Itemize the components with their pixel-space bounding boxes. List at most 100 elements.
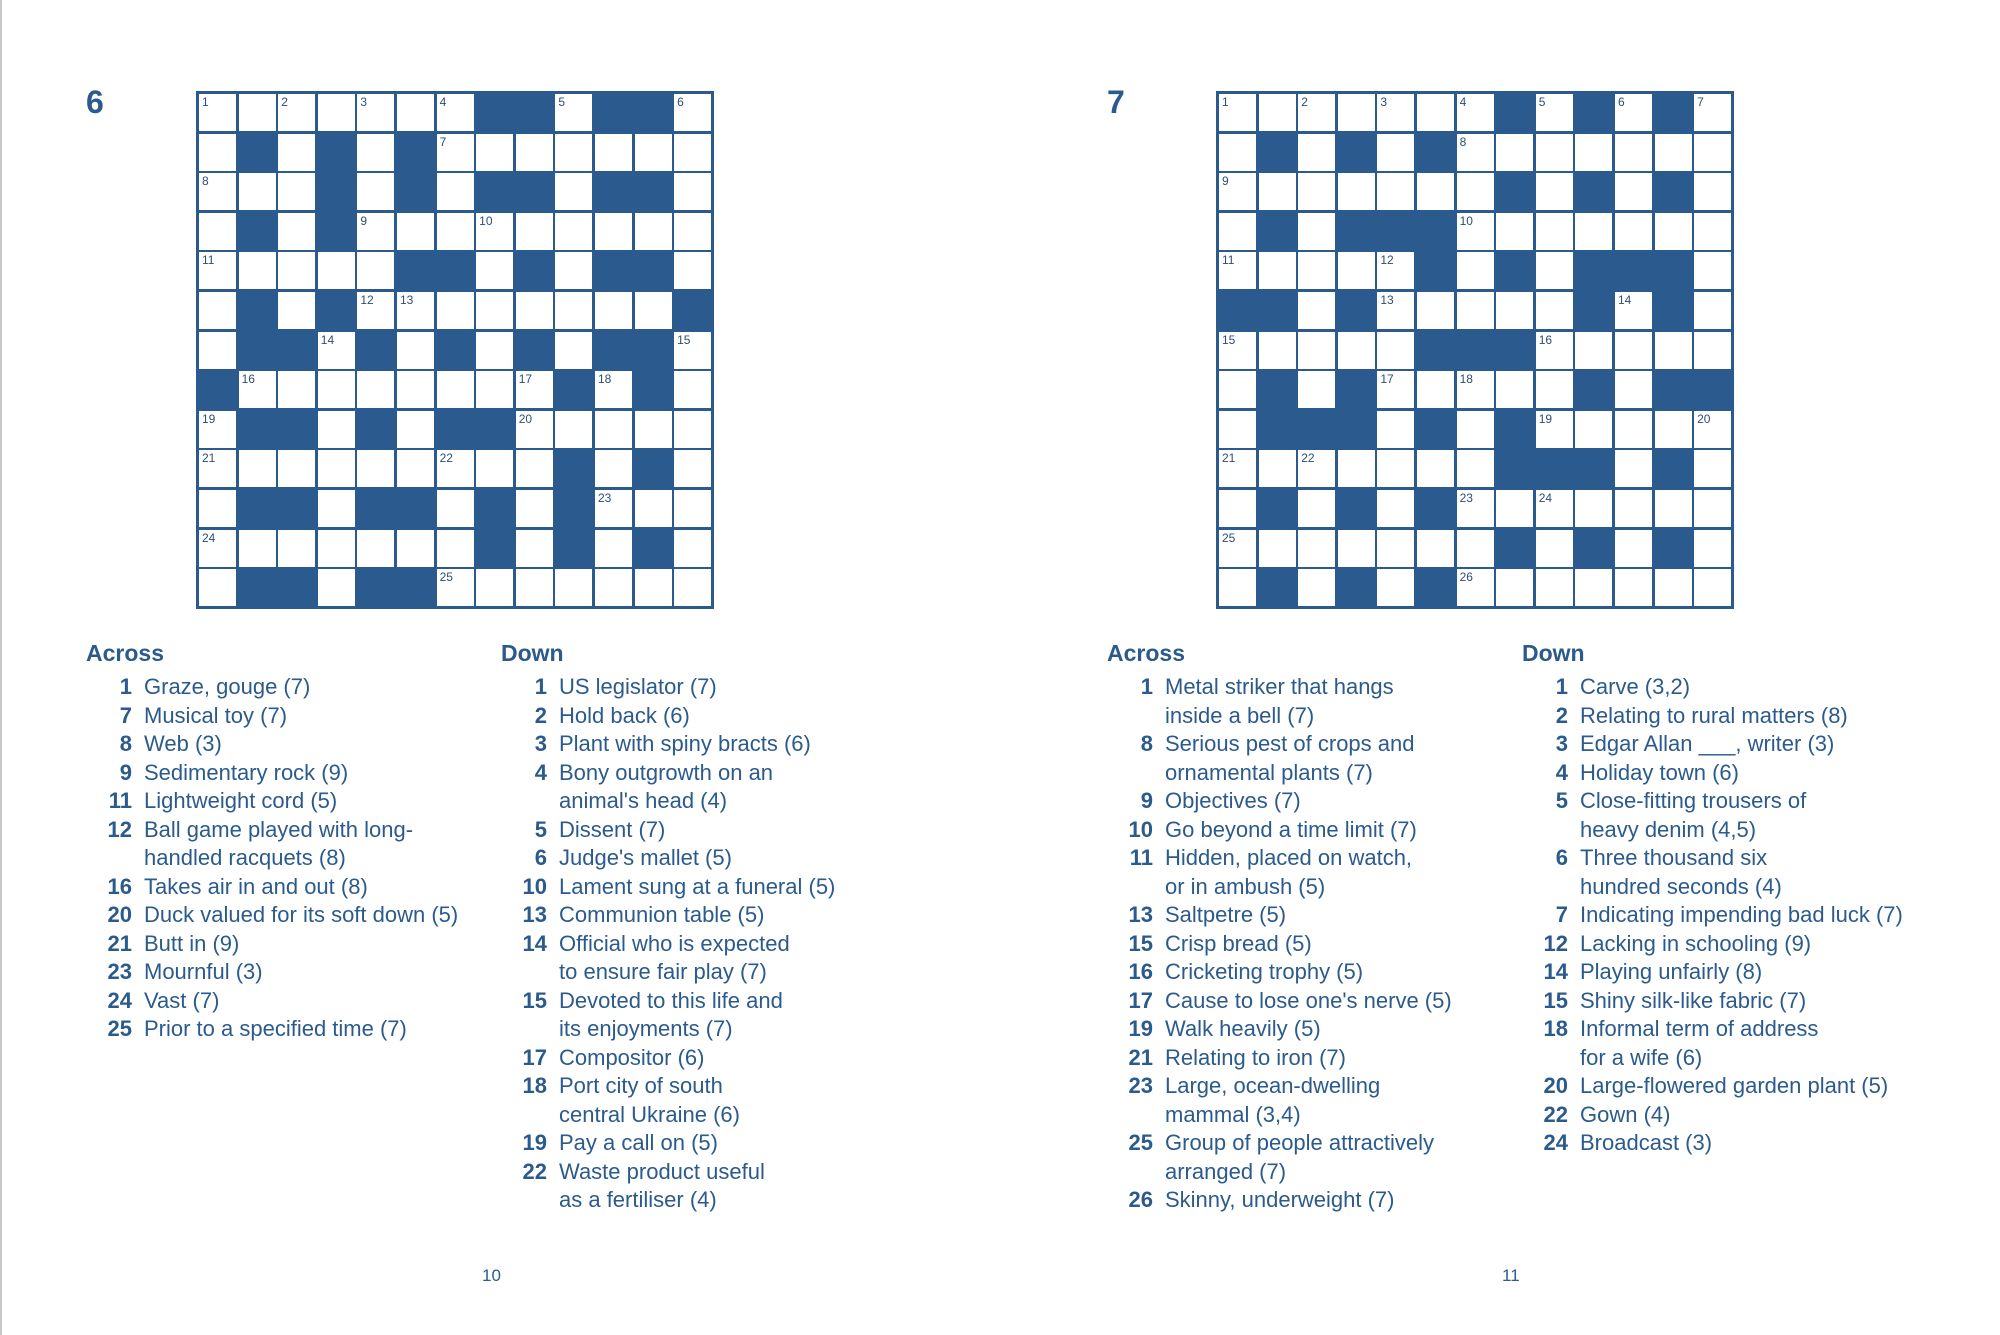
grid-cell[interactable] bbox=[199, 489, 236, 527]
grid-cell[interactable] bbox=[1298, 173, 1336, 211]
grid-cell[interactable] bbox=[199, 291, 236, 329]
grid-cell[interactable] bbox=[1219, 410, 1256, 448]
grid-cell[interactable] bbox=[278, 252, 316, 290]
grid-cell[interactable] bbox=[1337, 252, 1375, 290]
grid-cell[interactable] bbox=[555, 569, 593, 607]
grid-cell[interactable] bbox=[515, 489, 553, 527]
grid-cell[interactable] bbox=[476, 291, 514, 329]
grid-cell[interactable]: 20 bbox=[1694, 410, 1732, 448]
grid-cell[interactable] bbox=[594, 450, 632, 488]
grid-cell[interactable] bbox=[1575, 133, 1613, 171]
grid-cell[interactable]: 16 bbox=[238, 371, 276, 409]
grid-cell[interactable] bbox=[1535, 173, 1573, 211]
grid-cell[interactable]: 23 bbox=[1456, 489, 1494, 527]
grid-cell[interactable]: 19 bbox=[199, 410, 236, 448]
grid-cell[interactable] bbox=[1694, 252, 1732, 290]
grid-cell[interactable] bbox=[515, 133, 553, 171]
grid-cell[interactable] bbox=[634, 133, 672, 171]
grid-cell[interactable] bbox=[317, 94, 355, 131]
grid-cell[interactable] bbox=[1219, 489, 1256, 527]
grid-cell[interactable] bbox=[1575, 212, 1613, 250]
grid-cell[interactable] bbox=[1694, 331, 1732, 369]
grid-cell[interactable] bbox=[396, 529, 434, 567]
grid-cell[interactable] bbox=[1614, 331, 1652, 369]
grid-cell[interactable] bbox=[1298, 371, 1336, 409]
grid-cell[interactable] bbox=[1614, 529, 1652, 567]
grid-cell[interactable] bbox=[278, 371, 316, 409]
grid-cell[interactable] bbox=[594, 529, 632, 567]
crossword-grid[interactable]: 1 2 3 4 5 6 7 8 9 10 11 12 13 14 15 16 17 18 19 20 21 22 23 24 2… bbox=[196, 91, 715, 610]
grid-cell[interactable] bbox=[238, 252, 276, 290]
grid-cell[interactable] bbox=[317, 529, 355, 567]
grid-cell[interactable]: 16 bbox=[1535, 331, 1573, 369]
grid-cell[interactable]: 11 bbox=[1219, 252, 1256, 290]
grid-cell[interactable]: 20 bbox=[515, 410, 553, 448]
grid-cell[interactable] bbox=[674, 133, 712, 171]
grid-cell[interactable] bbox=[1377, 489, 1415, 527]
grid-cell[interactable] bbox=[476, 569, 514, 607]
grid-cell[interactable] bbox=[1337, 529, 1375, 567]
grid-cell[interactable] bbox=[317, 371, 355, 409]
grid-cell[interactable]: 2 bbox=[1298, 94, 1336, 131]
grid-cell[interactable] bbox=[1575, 331, 1613, 369]
grid-cell[interactable] bbox=[1416, 529, 1454, 567]
grid-cell[interactable] bbox=[634, 410, 672, 448]
grid-cell[interactable] bbox=[1377, 529, 1415, 567]
grid-cell[interactable]: 18 bbox=[1456, 371, 1494, 409]
grid-cell[interactable] bbox=[674, 173, 712, 211]
grid-cell[interactable]: 14 bbox=[317, 331, 355, 369]
grid-cell[interactable]: 9 bbox=[357, 212, 395, 250]
grid-cell[interactable] bbox=[1614, 212, 1652, 250]
grid-cell[interactable] bbox=[436, 291, 474, 329]
grid-cell[interactable] bbox=[1456, 252, 1494, 290]
grid-cell[interactable] bbox=[674, 212, 712, 250]
grid-cell[interactable] bbox=[1496, 133, 1534, 171]
grid-cell[interactable] bbox=[1416, 94, 1454, 131]
grid-cell[interactable]: 7 bbox=[436, 133, 474, 171]
grid-cell[interactable] bbox=[1535, 371, 1573, 409]
grid-cell[interactable]: 15 bbox=[1219, 331, 1256, 369]
grid-cell[interactable] bbox=[1694, 291, 1732, 329]
grid-cell[interactable] bbox=[1219, 212, 1256, 250]
grid-cell[interactable]: 17 bbox=[1377, 371, 1415, 409]
grid-cell[interactable]: 24 bbox=[1535, 489, 1573, 527]
grid-cell[interactable] bbox=[1377, 410, 1415, 448]
grid-cell[interactable] bbox=[476, 450, 514, 488]
grid-cell[interactable] bbox=[634, 212, 672, 250]
grid-cell[interactable] bbox=[594, 212, 632, 250]
grid-cell[interactable] bbox=[1258, 529, 1296, 567]
grid-cell[interactable] bbox=[1377, 133, 1415, 171]
grid-cell[interactable] bbox=[1654, 331, 1692, 369]
grid-cell[interactable]: 22 bbox=[436, 450, 474, 488]
grid-cell[interactable] bbox=[436, 212, 474, 250]
grid-cell[interactable] bbox=[1337, 331, 1375, 369]
grid-cell[interactable] bbox=[1496, 569, 1534, 607]
grid-cell[interactable] bbox=[1298, 529, 1336, 567]
grid-cell[interactable]: 21 bbox=[199, 450, 236, 488]
grid-cell[interactable] bbox=[1654, 410, 1692, 448]
grid-cell[interactable] bbox=[1654, 569, 1692, 607]
grid-cell[interactable] bbox=[199, 212, 236, 250]
grid-cell[interactable] bbox=[357, 252, 395, 290]
grid-cell[interactable] bbox=[1298, 489, 1336, 527]
grid-cell[interactable] bbox=[674, 529, 712, 567]
grid-cell[interactable] bbox=[674, 450, 712, 488]
grid-cell[interactable]: 14 bbox=[1614, 291, 1652, 329]
grid-cell[interactable] bbox=[594, 569, 632, 607]
grid-cell[interactable]: 22 bbox=[1298, 450, 1336, 488]
grid-cell[interactable] bbox=[555, 173, 593, 211]
grid-cell[interactable] bbox=[515, 529, 553, 567]
grid-cell[interactable]: 12 bbox=[357, 291, 395, 329]
grid-cell[interactable] bbox=[1298, 133, 1336, 171]
grid-cell[interactable] bbox=[594, 410, 632, 448]
grid-cell[interactable]: 10 bbox=[1456, 212, 1494, 250]
grid-cell[interactable]: 23 bbox=[594, 489, 632, 527]
grid-cell[interactable] bbox=[238, 173, 276, 211]
grid-cell[interactable] bbox=[1416, 450, 1454, 488]
grid-cell[interactable] bbox=[317, 569, 355, 607]
grid-cell[interactable] bbox=[396, 212, 434, 250]
grid-cell[interactable] bbox=[1535, 529, 1573, 567]
grid-cell[interactable] bbox=[1654, 489, 1692, 527]
grid-cell[interactable]: 3 bbox=[1377, 94, 1415, 131]
grid-cell[interactable] bbox=[1654, 212, 1692, 250]
